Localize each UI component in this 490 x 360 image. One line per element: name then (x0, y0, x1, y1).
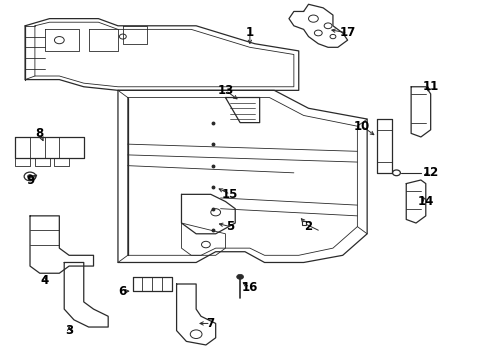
Text: 16: 16 (242, 281, 258, 294)
Text: 9: 9 (26, 174, 34, 186)
Text: 1: 1 (246, 27, 254, 40)
Text: 11: 11 (422, 80, 439, 93)
Text: 3: 3 (65, 324, 73, 337)
Text: 6: 6 (119, 285, 127, 298)
Text: 12: 12 (422, 166, 439, 179)
Text: 2: 2 (304, 220, 313, 233)
Text: 8: 8 (36, 127, 44, 140)
Text: 5: 5 (226, 220, 235, 233)
Text: 7: 7 (207, 317, 215, 330)
Text: 14: 14 (417, 195, 434, 208)
Circle shape (27, 175, 32, 178)
Text: 15: 15 (222, 188, 239, 201)
Circle shape (237, 274, 244, 279)
Text: 13: 13 (218, 84, 234, 97)
Text: 4: 4 (41, 274, 49, 287)
Text: 10: 10 (354, 120, 370, 133)
Text: 17: 17 (340, 27, 356, 40)
